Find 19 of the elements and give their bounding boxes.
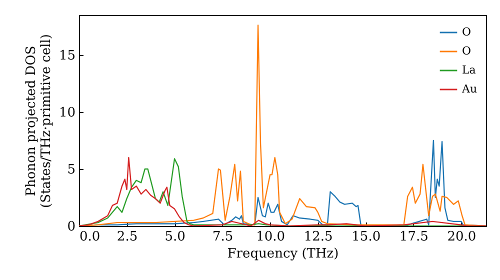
x-tick-label: 15.0 — [352, 230, 381, 244]
x-tick-label: 7.5 — [212, 230, 234, 244]
y-tick-label: 10 — [58, 105, 76, 120]
y-tick-label: 15 — [58, 48, 76, 64]
x-tick-label: 12.5 — [304, 230, 333, 244]
x-tick-label: 5.0 — [164, 230, 186, 244]
y-axis-title: Phonon projected DOS (States/THz·primitive cell) — [24, 34, 54, 208]
x-tick-label: 2.5 — [116, 230, 138, 244]
y-tick-label: 0 — [67, 220, 76, 234]
x-tick-label: 17.5 — [399, 230, 428, 244]
x-tick-label: 0.0 — [80, 230, 100, 244]
legend-label: O — [462, 44, 472, 58]
y-tick-label: 5 — [67, 162, 76, 178]
legend-label: O — [462, 26, 472, 38]
x-tick-label: 10.0 — [256, 230, 286, 244]
legend-label: La — [462, 64, 476, 76]
x-tick-label: 20.0 — [447, 230, 476, 244]
legend-label: Au — [461, 82, 478, 96]
x-axis-title: Frequency (THz) — [227, 246, 339, 262]
